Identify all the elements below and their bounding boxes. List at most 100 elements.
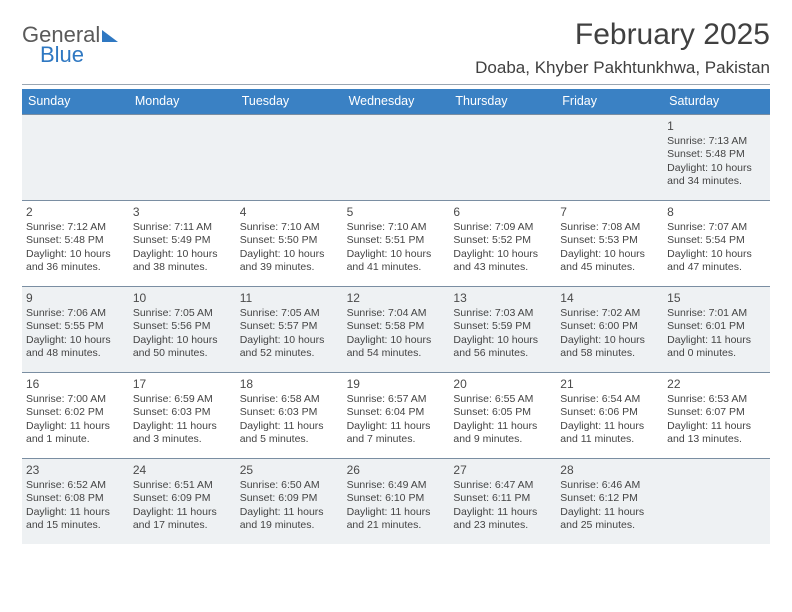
- day-cell: [663, 458, 770, 544]
- day-number: 26: [347, 463, 446, 477]
- sunset-text: Sunset: 5:58 PM: [347, 320, 446, 333]
- daylight-text: Daylight: 10 hours and 36 minutes.: [26, 248, 125, 275]
- dow-saturday: Saturday: [663, 89, 770, 114]
- day-number: 12: [347, 291, 446, 305]
- day-number: 25: [240, 463, 339, 477]
- day-number: 18: [240, 377, 339, 391]
- day-number: 5: [347, 205, 446, 219]
- sunset-text: Sunset: 6:04 PM: [347, 406, 446, 419]
- sunset-text: Sunset: 6:03 PM: [133, 406, 232, 419]
- sunset-text: Sunset: 6:02 PM: [26, 406, 125, 419]
- sunrise-text: Sunrise: 7:06 AM: [26, 307, 125, 320]
- sunrise-text: Sunrise: 7:05 AM: [240, 307, 339, 320]
- daylight-text: Daylight: 10 hours and 45 minutes.: [560, 248, 659, 275]
- dow-friday: Friday: [556, 89, 663, 114]
- month-title: February 2025: [475, 18, 770, 52]
- daylight-text: Daylight: 10 hours and 47 minutes.: [667, 248, 766, 275]
- day-cell: 21Sunrise: 6:54 AMSunset: 6:06 PMDayligh…: [556, 372, 663, 458]
- day-cell: 10Sunrise: 7:05 AMSunset: 5:56 PMDayligh…: [129, 286, 236, 372]
- dow-sunday: Sunday: [22, 89, 129, 114]
- day-detail: Sunrise: 7:05 AMSunset: 5:57 PMDaylight:…: [240, 307, 339, 361]
- sunset-text: Sunset: 6:03 PM: [240, 406, 339, 419]
- day-number: 13: [453, 291, 552, 305]
- day-cell: [22, 114, 129, 200]
- day-cell: 9Sunrise: 7:06 AMSunset: 5:55 PMDaylight…: [22, 286, 129, 372]
- day-cell: 3Sunrise: 7:11 AMSunset: 5:49 PMDaylight…: [129, 200, 236, 286]
- sunrise-text: Sunrise: 7:03 AM: [453, 307, 552, 320]
- sunrise-text: Sunrise: 7:10 AM: [240, 221, 339, 234]
- day-number: 10: [133, 291, 232, 305]
- sunset-text: Sunset: 6:12 PM: [560, 492, 659, 505]
- day-cell: 19Sunrise: 6:57 AMSunset: 6:04 PMDayligh…: [343, 372, 450, 458]
- day-detail: Sunrise: 6:52 AMSunset: 6:08 PMDaylight:…: [26, 479, 125, 533]
- header-rule: [22, 84, 770, 85]
- day-detail: Sunrise: 6:55 AMSunset: 6:05 PMDaylight:…: [453, 393, 552, 447]
- day-cell: 26 Sunrise: 6:49 AMSunset: 6:10 PMDayligh…: [343, 458, 450, 544]
- day-cell: 28Sunrise: 6:46 AMSunset: 6:12 PMDayligh…: [556, 458, 663, 544]
- sunrise-text: Sunrise: 6:51 AM: [133, 479, 232, 492]
- day-detail: Sunrise: 7:10 AMSunset: 5:51 PMDaylight:…: [347, 221, 446, 275]
- day-number: 19: [347, 377, 446, 391]
- sunset-text: Sunset: 6:05 PM: [453, 406, 552, 419]
- day-number: 1: [667, 119, 766, 133]
- day-detail: Sunrise: 6:49 AMSunset: 6:10 PMDaylight:…: [347, 479, 446, 533]
- logo-line2: Blue: [22, 44, 118, 66]
- header: General Blue February 2025 Doaba, Khyber…: [22, 18, 770, 78]
- day-detail: Sunrise: 6:51 AMSunset: 6:09 PMDaylight:…: [133, 479, 232, 533]
- daylight-text: Daylight: 11 hours and 7 minutes.: [347, 420, 446, 447]
- sunset-text: Sunset: 6:08 PM: [26, 492, 125, 505]
- day-cell: [343, 114, 450, 200]
- sunrise-text: Sunrise: 6:46 AM: [560, 479, 659, 492]
- day-detail: Sunrise: 7:12 AMSunset: 5:48 PMDaylight:…: [26, 221, 125, 275]
- day-detail: Sunrise: 7:00 AMSunset: 6:02 PMDaylight:…: [26, 393, 125, 447]
- dow-thursday: Thursday: [449, 89, 556, 114]
- sunrise-text: Sunrise: 6:58 AM: [240, 393, 339, 406]
- sunset-text: Sunset: 5:52 PM: [453, 234, 552, 247]
- day-detail: Sunrise: 7:01 AMSunset: 6:01 PMDaylight:…: [667, 307, 766, 361]
- sunset-text: Sunset: 6:01 PM: [667, 320, 766, 333]
- day-detail: Sunrise: 7:08 AMSunset: 5:53 PMDaylight:…: [560, 221, 659, 275]
- day-detail: Sunrise: 7:03 AMSunset: 5:59 PMDaylight:…: [453, 307, 552, 361]
- sunset-text: Sunset: 6:09 PM: [133, 492, 232, 505]
- day-number: 23: [26, 463, 125, 477]
- day-cell: 8Sunrise: 7:07 AMSunset: 5:54 PMDaylight…: [663, 200, 770, 286]
- day-detail: Sunrise: 6:58 AMSunset: 6:03 PMDaylight:…: [240, 393, 339, 447]
- day-detail: Sunrise: 7:02 AMSunset: 6:00 PMDaylight:…: [560, 307, 659, 361]
- day-number: 22: [667, 377, 766, 391]
- sunset-text: Sunset: 5:57 PM: [240, 320, 339, 333]
- daylight-text: Daylight: 11 hours and 0 minutes.: [667, 334, 766, 361]
- daylight-text: Daylight: 11 hours and 5 minutes.: [240, 420, 339, 447]
- sunrise-text: Sunrise: 6:47 AM: [453, 479, 552, 492]
- week-row: 16Sunrise: 7:00 AMSunset: 6:02 PMDayligh…: [22, 372, 770, 458]
- day-cell: 11Sunrise: 7:05 AMSunset: 5:57 PMDayligh…: [236, 286, 343, 372]
- sunrise-text: Sunrise: 7:02 AM: [560, 307, 659, 320]
- daylight-text: Daylight: 11 hours and 3 minutes.: [133, 420, 232, 447]
- daylight-text: Daylight: 10 hours and 34 minutes.: [667, 162, 766, 189]
- day-number: 21: [560, 377, 659, 391]
- daylight-text: Daylight: 11 hours and 17 minutes.: [133, 506, 232, 533]
- day-cell: 20Sunrise: 6:55 AMSunset: 6:05 PMDayligh…: [449, 372, 556, 458]
- daylight-text: Daylight: 10 hours and 43 minutes.: [453, 248, 552, 275]
- day-detail: Sunrise: 6:53 AMSunset: 6:07 PMDaylight:…: [667, 393, 766, 447]
- day-cell: 5 Sunrise: 7:10 AMSunset: 5:51 PMDaylight…: [343, 200, 450, 286]
- week-row: 9Sunrise: 7:06 AMSunset: 5:55 PMDaylight…: [22, 286, 770, 372]
- sunrise-text: Sunrise: 7:07 AM: [667, 221, 766, 234]
- week-row: 23 Sunrise: 6:52 AMSunset: 6:08 PMDayligh…: [22, 458, 770, 544]
- sunset-text: Sunset: 6:10 PM: [347, 492, 446, 505]
- sunrise-text: Sunrise: 7:04 AM: [347, 307, 446, 320]
- sunset-text: Sunset: 6:09 PM: [240, 492, 339, 505]
- day-detail: Sunrise: 7:13 AMSunset: 5:48 PMDaylight:…: [667, 135, 766, 189]
- day-number: 9: [26, 291, 125, 305]
- day-detail: Sunrise: 6:47 AMSunset: 6:11 PMDaylight:…: [453, 479, 552, 533]
- sunset-text: Sunset: 6:06 PM: [560, 406, 659, 419]
- daylight-text: Daylight: 10 hours and 52 minutes.: [240, 334, 339, 361]
- day-number: 14: [560, 291, 659, 305]
- week-row: 1 Sunrise: 7:13 AMSunset: 5:48 PMDaylight…: [22, 114, 770, 200]
- day-cell: [449, 114, 556, 200]
- day-cell: 13 Sunrise: 7:03 AMSunset: 5:59 PMDayligh…: [449, 286, 556, 372]
- sunset-text: Sunset: 5:56 PM: [133, 320, 232, 333]
- daylight-text: Daylight: 10 hours and 39 minutes.: [240, 248, 339, 275]
- sunset-text: Sunset: 5:53 PM: [560, 234, 659, 247]
- sunset-text: Sunset: 5:59 PM: [453, 320, 552, 333]
- day-detail: Sunrise: 6:59 AMSunset: 6:03 PMDaylight:…: [133, 393, 232, 447]
